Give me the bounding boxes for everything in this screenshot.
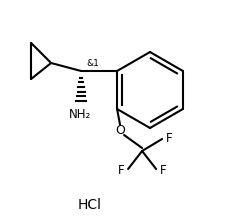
- Text: F: F: [117, 165, 124, 178]
- Text: O: O: [115, 124, 124, 138]
- Text: HCl: HCl: [78, 198, 101, 212]
- Text: &1: &1: [86, 59, 99, 68]
- Text: NH₂: NH₂: [69, 108, 91, 121]
- Text: F: F: [165, 132, 172, 145]
- Text: F: F: [159, 165, 166, 178]
